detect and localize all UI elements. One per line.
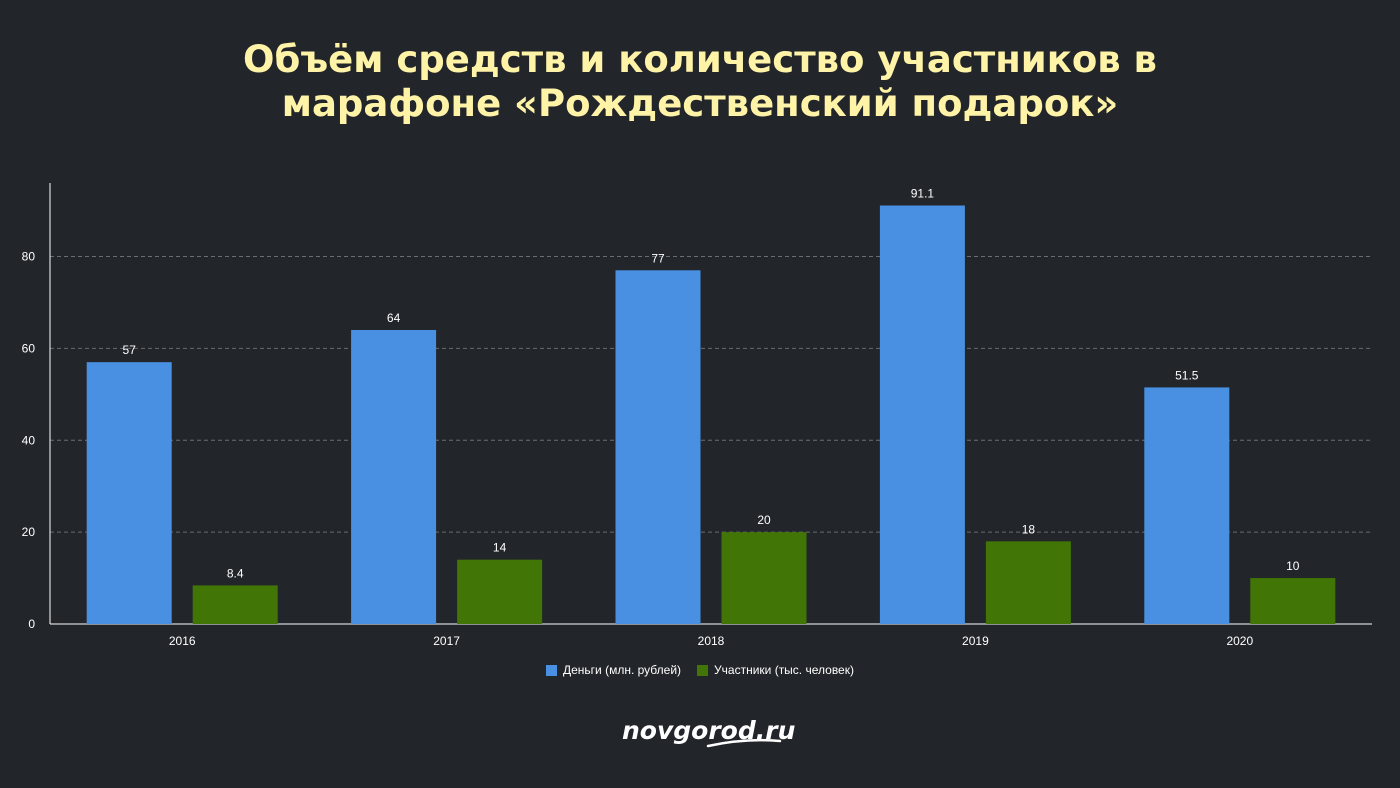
data-label-money: 51.5 (1175, 368, 1199, 382)
data-label-participants: 20 (757, 513, 771, 527)
y-tick-label: 80 (22, 250, 36, 264)
bar-participants-2020 (1250, 578, 1336, 624)
bar-participants-2016 (192, 585, 278, 624)
x-tick-label: 2018 (698, 634, 725, 648)
data-label-participants: 18 (1022, 522, 1036, 536)
legend-item-money[interactable]: Деньги (млн. рублей) (546, 663, 681, 677)
legend-label-participants: Участники (тыс. человек) (714, 663, 854, 677)
data-label-money: 91.1 (911, 187, 935, 201)
legend-swatch-money (546, 664, 557, 676)
data-label-participants: 10 (1286, 559, 1300, 573)
y-tick-label: 20 (22, 525, 36, 539)
data-label-participants: 8.4 (227, 566, 244, 580)
legend-label-money: Деньги (млн. рублей) (563, 663, 682, 677)
bar-money-2018 (615, 270, 701, 624)
bar-money-2020 (1144, 387, 1230, 624)
bar-money-2016 (86, 362, 172, 624)
chart-title: Объём средств и количество участников в … (0, 38, 1400, 126)
bar-money-2019 (879, 205, 965, 624)
y-tick-label: 0 (28, 617, 35, 631)
x-tick-label: 2020 (1226, 634, 1253, 648)
legend-swatch-participants (697, 664, 709, 676)
legend-item-participants[interactable]: Участники (тыс. человек) (697, 663, 854, 677)
data-label-participants: 14 (493, 541, 507, 555)
chart-title-line-2: марафоне «Рождественский подарок» (281, 82, 1119, 125)
chart-legend: Деньги (млн. рублей) Участники (тыс. чел… (0, 663, 1400, 677)
bar-chart: 0 20 40 60 80 57 8.4 2016 64 14 2017 77 20 2018 91.1 18… (22, 183, 1372, 648)
brand-swoosh-icon (706, 738, 782, 748)
x-tick-label: 2019 (962, 634, 989, 648)
bar-money-2017 (351, 330, 437, 624)
y-tick-label: 40 (22, 433, 36, 447)
data-label-money: 64 (387, 311, 401, 325)
y-tick-label: 60 (22, 341, 36, 355)
chart-title-line-1: Объём средств и количество участников в (243, 38, 1157, 81)
data-label-money: 77 (651, 251, 665, 265)
x-tick-label: 2016 (169, 634, 196, 648)
bar-participants-2019 (985, 541, 1071, 624)
data-label-money: 57 (123, 343, 137, 357)
x-tick-label: 2017 (433, 634, 460, 648)
bar-participants-2017 (457, 559, 543, 624)
bar-participants-2018 (721, 532, 807, 624)
